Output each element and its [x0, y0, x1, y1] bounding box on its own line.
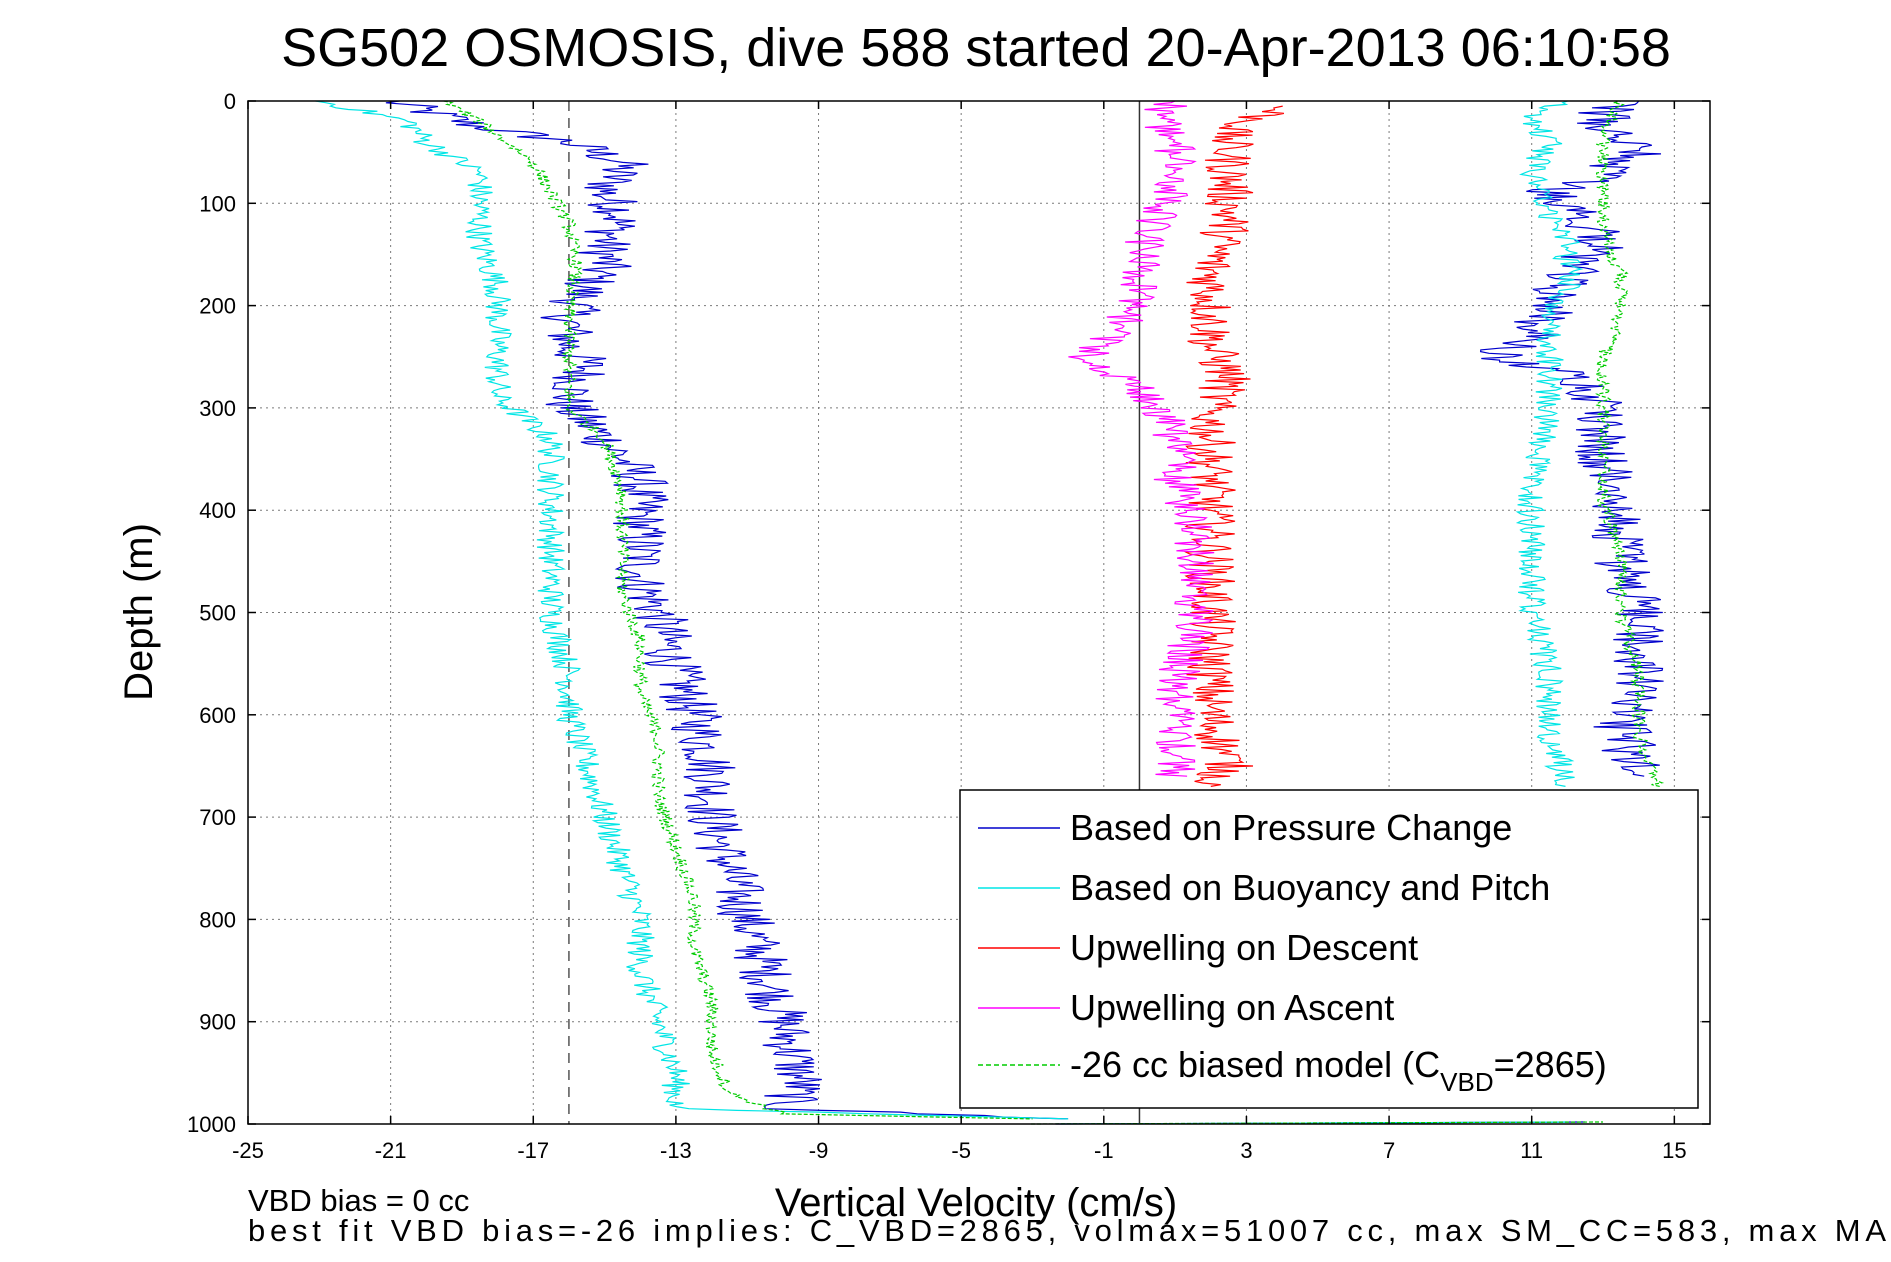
y-tick-label: 600 [199, 703, 236, 728]
x-tick-label: 7 [1383, 1138, 1395, 1163]
series-line-segment [315, 100, 1069, 1120]
y-tick-label: 0 [224, 89, 236, 114]
legend-label-suffix: =2865) [1494, 1044, 1607, 1085]
chart-title: SG502 OSMOSIS, dive 588 started 20-Apr-2… [281, 18, 1671, 78]
x-tick-label: 11 [1520, 1138, 1543, 1163]
x-tick-label: -9 [809, 1138, 829, 1163]
series-line-segment [1183, 105, 1285, 787]
x-axis-label: Vertical Velocity (cm/s) [775, 1181, 1177, 1225]
series-line-segment [1515, 100, 1584, 787]
series-3 [1068, 100, 1215, 777]
series-line-segment [1030, 1121, 1604, 1125]
x-tick-label: 3 [1240, 1138, 1252, 1163]
legend-label-main: Based on Buoyancy and Pitch [1070, 867, 1550, 908]
series-line-segment [1479, 100, 1664, 777]
series-line-segment [443, 100, 1033, 1120]
y-tick-label: 1000 [187, 1112, 236, 1137]
x-tick-label: -5 [951, 1138, 971, 1163]
x-tick-label: -17 [517, 1138, 549, 1163]
legend-label-main: Based on Pressure Change [1070, 807, 1512, 848]
y-tick-label: 300 [199, 396, 236, 421]
footer-line-2: best fit VBD bias=-26 implies: C_VBD=286… [248, 1213, 1886, 1248]
y-tick-label: 800 [199, 907, 236, 932]
y-axis-ticks: 0 100 200 300 400 500 600 700 800 900 1000 [187, 89, 1710, 1137]
legend-box [959, 789, 1699, 1109]
legend-label-subscript: VBD [1440, 1067, 1493, 1097]
legend-label: Based on Buoyancy and Pitch [1070, 867, 1550, 908]
legend-label-main: Upwelling on Ascent [1070, 987, 1394, 1028]
x-tick-label: -1 [1094, 1138, 1114, 1163]
legend-label: Upwelling on Ascent [1070, 987, 1394, 1028]
x-tick-label: 15 [1662, 1138, 1686, 1163]
y-tick-label: 400 [199, 498, 236, 523]
y-tick-label: 700 [199, 805, 236, 830]
series-4 [443, 100, 1665, 1125]
legend-label-main: -26 cc biased model (C [1070, 1044, 1440, 1085]
y-tick-label: 500 [199, 601, 236, 626]
y-tick-label: 900 [199, 1010, 236, 1035]
x-tick-label: -21 [375, 1138, 407, 1163]
series-line-segment [1068, 100, 1215, 777]
legend-label: Upwelling on Descent [1070, 927, 1418, 968]
legend-label: -26 cc biased model (CVBD=2865) [1070, 1044, 1607, 1097]
y-tick-label: 200 [199, 294, 236, 319]
x-axis-ticks: -25 -21 -17 -13 -9 -5 -1 3 7 11 15 [232, 101, 1687, 1163]
series-line-segment [385, 100, 1069, 1120]
series-2 [1183, 105, 1285, 787]
y-axis-label: Depth (m) [117, 523, 161, 701]
legend: Based on Pressure Change Based on Buoyanc… [959, 789, 1699, 1109]
y-tick-label: 100 [199, 191, 236, 216]
legend-label: Based on Pressure Change [1070, 807, 1512, 848]
footer-line-1: VBD bias = 0 cc [248, 1183, 469, 1218]
x-tick-label: -13 [660, 1138, 692, 1163]
x-tick-label: -25 [232, 1138, 264, 1163]
legend-label-main: Upwelling on Descent [1070, 927, 1418, 968]
series-line-segment [1593, 100, 1665, 787]
